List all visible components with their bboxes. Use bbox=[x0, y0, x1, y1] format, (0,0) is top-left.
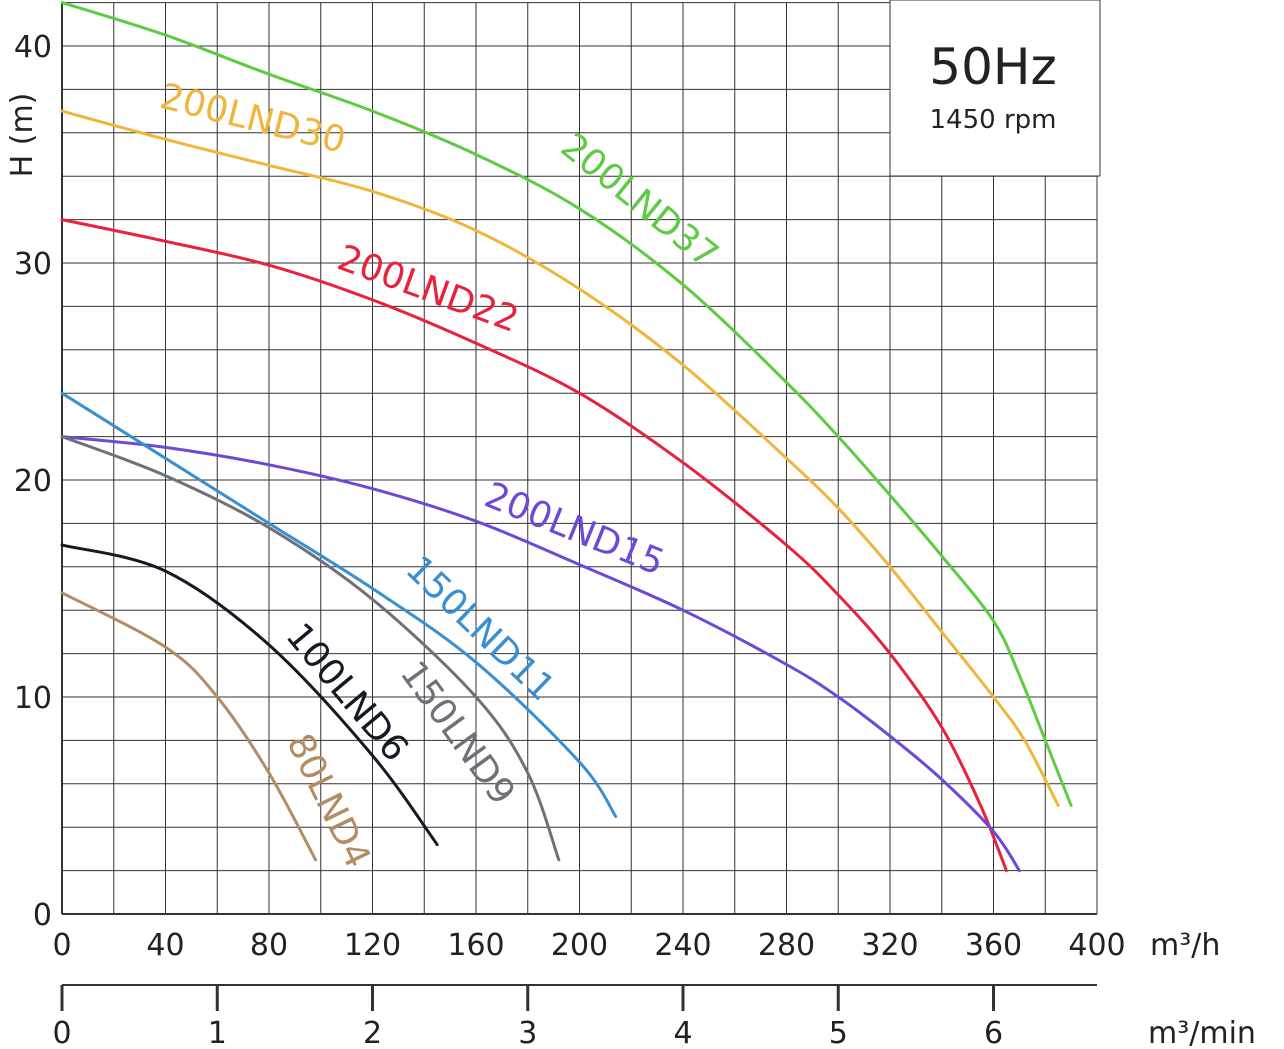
x-tick-label: 40 bbox=[146, 928, 184, 963]
x-tick-label: 240 bbox=[654, 928, 711, 963]
y-tick-label: 30 bbox=[14, 247, 52, 282]
series-line-200lnd22 bbox=[60, 218, 1008, 873]
x-tick-label: 0 bbox=[52, 928, 71, 963]
y-tick-label: 0 bbox=[33, 898, 52, 933]
x2-tick-label: 2 bbox=[363, 1016, 382, 1049]
x-tick-label: 80 bbox=[250, 928, 288, 963]
frequency-title: 50Hz bbox=[929, 38, 1056, 96]
x2-axis-unit-label: m³/min bbox=[1148, 1016, 1256, 1049]
x-tick-label: 120 bbox=[344, 928, 401, 963]
x2-tick-label: 5 bbox=[829, 1016, 848, 1049]
series-line-200lnd37 bbox=[60, 1, 1073, 807]
y-tick-label: 20 bbox=[14, 464, 52, 499]
series-line-200lnd15 bbox=[60, 435, 1021, 873]
series-line-100lnd6 bbox=[60, 543, 439, 847]
x-axis-unit-label: m³/h bbox=[1150, 928, 1220, 963]
series-line-150lnd11 bbox=[60, 391, 618, 818]
x-tick-label: 200 bbox=[551, 928, 608, 963]
series-line-150lnd9 bbox=[60, 435, 561, 862]
x2-tick-label: 4 bbox=[673, 1016, 692, 1049]
series-line-200lnd30 bbox=[60, 109, 1060, 807]
y-tick-label: 40 bbox=[14, 30, 52, 65]
y-axis-label: H (m) bbox=[5, 93, 40, 178]
x-tick-label: 400 bbox=[1068, 928, 1125, 963]
frequency-box bbox=[889, 0, 1101, 177]
x-tick-label: 360 bbox=[965, 928, 1022, 963]
x2-tick-label: 3 bbox=[518, 1016, 537, 1049]
x2-tick-label: 6 bbox=[984, 1016, 1003, 1049]
speed-subtitle: 1450 rpm bbox=[930, 105, 1057, 135]
x-tick-label: 320 bbox=[861, 928, 918, 963]
x2-tick-label: 1 bbox=[208, 1016, 227, 1049]
x2-tick-label: 0 bbox=[52, 1016, 71, 1049]
y-tick-label: 10 bbox=[14, 681, 52, 716]
series-line-80lnd4 bbox=[60, 591, 318, 862]
x-tick-label: 160 bbox=[447, 928, 504, 963]
x-tick-label: 280 bbox=[758, 928, 815, 963]
series bbox=[60, 1, 1073, 873]
